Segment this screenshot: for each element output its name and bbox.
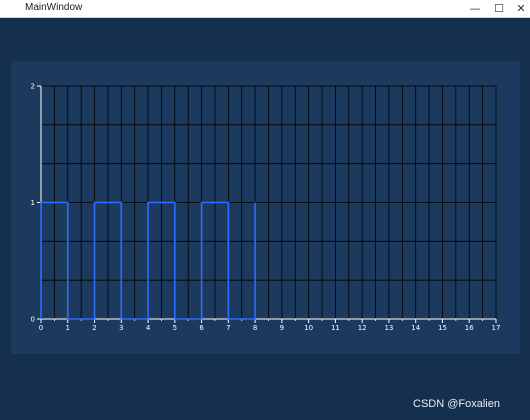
x-tick-label: 13: [384, 324, 393, 332]
x-tick-label: 2: [92, 324, 96, 332]
y-tick-label: 0: [31, 316, 35, 324]
x-tick-label: 9: [280, 324, 284, 332]
window-title: MainWindow: [25, 2, 83, 13]
y-tick-label: 2: [31, 83, 35, 91]
close-button[interactable]: ✕: [516, 2, 526, 15]
x-tick-label: 4: [146, 324, 151, 332]
signal-series-line: [40, 201, 256, 320]
title-bar: MainWindow — ☐ ✕: [0, 0, 530, 18]
minimize-button[interactable]: —: [469, 2, 481, 15]
x-tick-label: 6: [199, 324, 204, 332]
x-tick-label: 12: [358, 324, 367, 332]
x-tick-label: 0: [39, 324, 43, 332]
chart-series: [40, 201, 256, 320]
x-tick-label: 8: [253, 324, 257, 332]
x-tick-label: 7: [226, 324, 230, 332]
x-tick-label: 3: [119, 324, 123, 332]
x-tick-label: 16: [465, 324, 474, 332]
watermark-text: CSDN @Foxalien: [413, 398, 500, 410]
y-tick-label: 1: [31, 199, 35, 207]
x-tick-label: 14: [411, 324, 420, 332]
x-tick-label: 10: [304, 324, 313, 332]
chart-panel: [11, 61, 520, 354]
x-tick-label: 1: [66, 324, 70, 332]
maximize-button[interactable]: ☐: [494, 2, 504, 15]
x-tick-label: 5: [173, 324, 177, 332]
x-tick-label: 15: [438, 324, 447, 332]
x-tick-label: 11: [331, 324, 340, 332]
x-tick-label: 17: [492, 324, 501, 332]
